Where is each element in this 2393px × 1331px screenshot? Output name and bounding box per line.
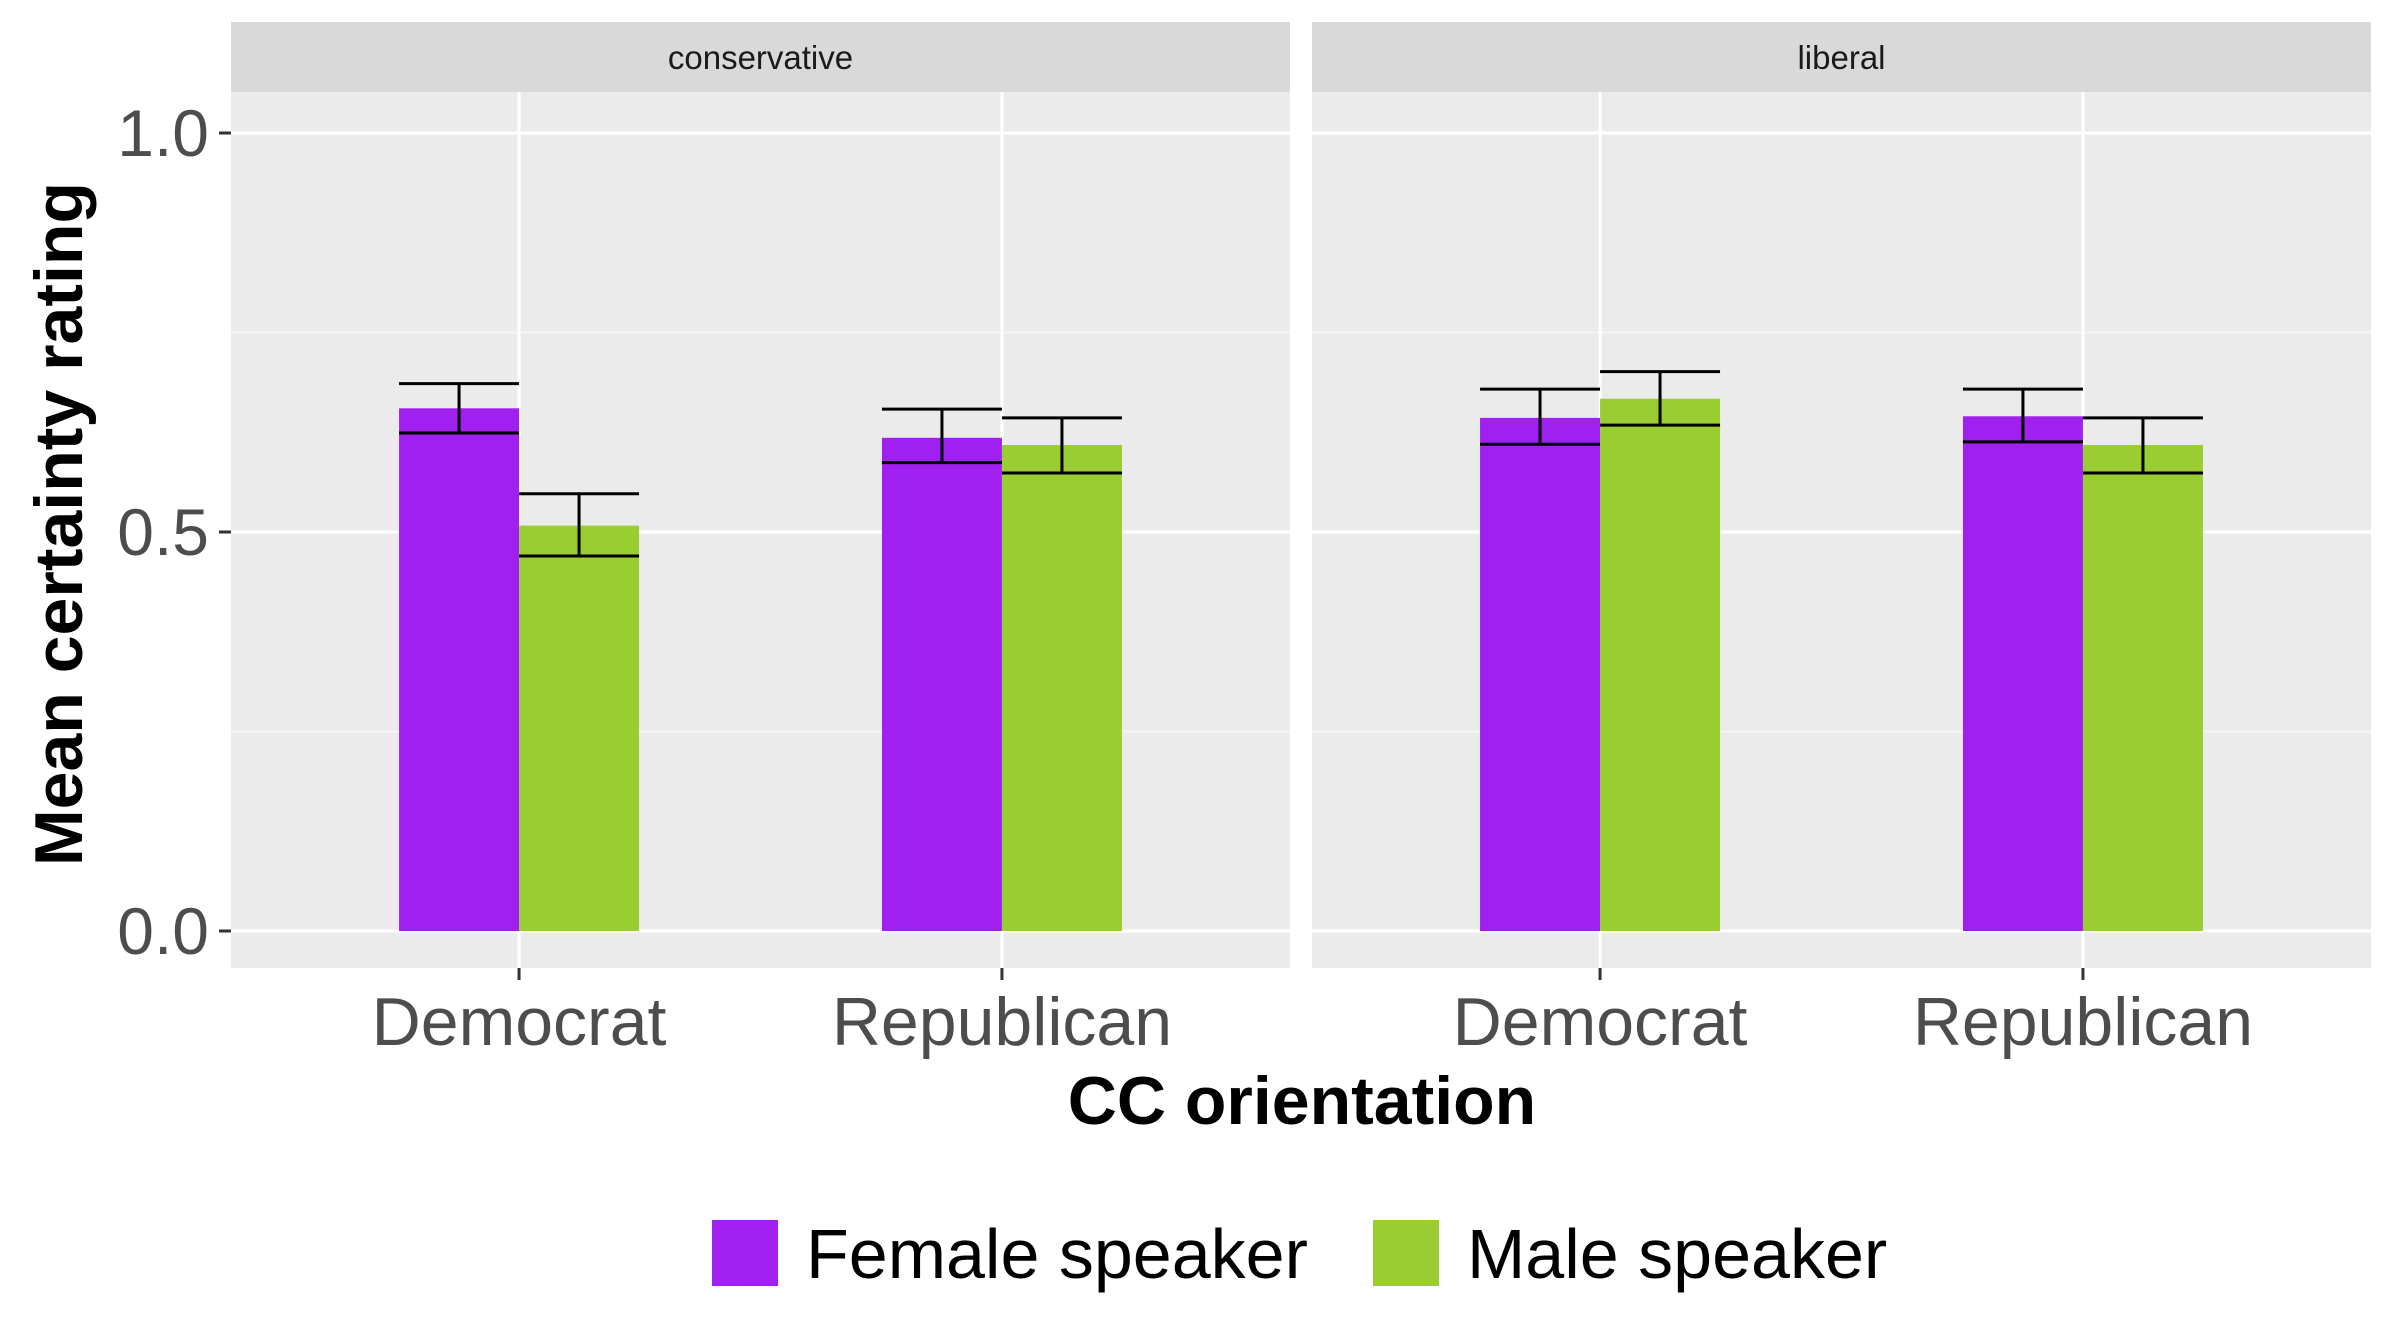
error-bar xyxy=(1600,370,1721,427)
error-bar xyxy=(519,492,640,558)
error-bar xyxy=(881,407,1002,465)
bar xyxy=(1600,398,1721,931)
bar xyxy=(1480,417,1601,931)
bar xyxy=(2082,445,2203,931)
error-bar xyxy=(1962,387,2083,444)
x-tick-label: Democrat xyxy=(372,984,667,1060)
x-tick-label: Democrat xyxy=(1453,984,1748,1060)
facet-strip-label: conservative xyxy=(668,39,853,76)
bar xyxy=(881,437,1002,931)
error-bar xyxy=(1001,416,1122,475)
bar xyxy=(1001,445,1122,931)
legend-swatch xyxy=(1373,1220,1439,1286)
y-axis-title: Mean certainty rating xyxy=(21,182,97,866)
x-tick-label: Republican xyxy=(1913,984,2253,1060)
error-bar xyxy=(1480,387,1601,446)
bar xyxy=(519,525,640,931)
panel-background xyxy=(231,92,1290,968)
panel-background xyxy=(1312,92,2371,968)
facet-strip-label: liberal xyxy=(1797,39,1885,76)
x-tick-label: Republican xyxy=(832,984,1172,1060)
bar xyxy=(1962,416,2083,931)
legend-label: Female speaker xyxy=(806,1215,1308,1293)
legend-label: Male speaker xyxy=(1467,1215,1887,1293)
y-axis: 0.0 0.5 1.0 xyxy=(117,96,231,968)
error-bar xyxy=(399,382,520,435)
y-tick-label: 0.5 xyxy=(117,495,209,569)
bar xyxy=(399,408,520,931)
y-tick-label: 0.0 xyxy=(117,894,209,968)
legend-item: Female speaker xyxy=(712,1215,1308,1293)
legend-swatch xyxy=(712,1220,778,1286)
x-axis: Democrat Republican Democrat Republican xyxy=(372,968,2253,1060)
facet-panels: conservative liberal xyxy=(231,22,2371,968)
facet-strip xyxy=(231,22,1290,92)
facet-strip xyxy=(1312,22,2371,92)
x-axis-title: CC orientation xyxy=(1068,1063,1536,1139)
error-bar xyxy=(2082,416,2203,475)
legend-item: Male speaker xyxy=(1373,1215,1887,1293)
y-tick-label: 1.0 xyxy=(117,96,209,170)
legend: Female speaker Male speaker xyxy=(712,1215,1887,1293)
